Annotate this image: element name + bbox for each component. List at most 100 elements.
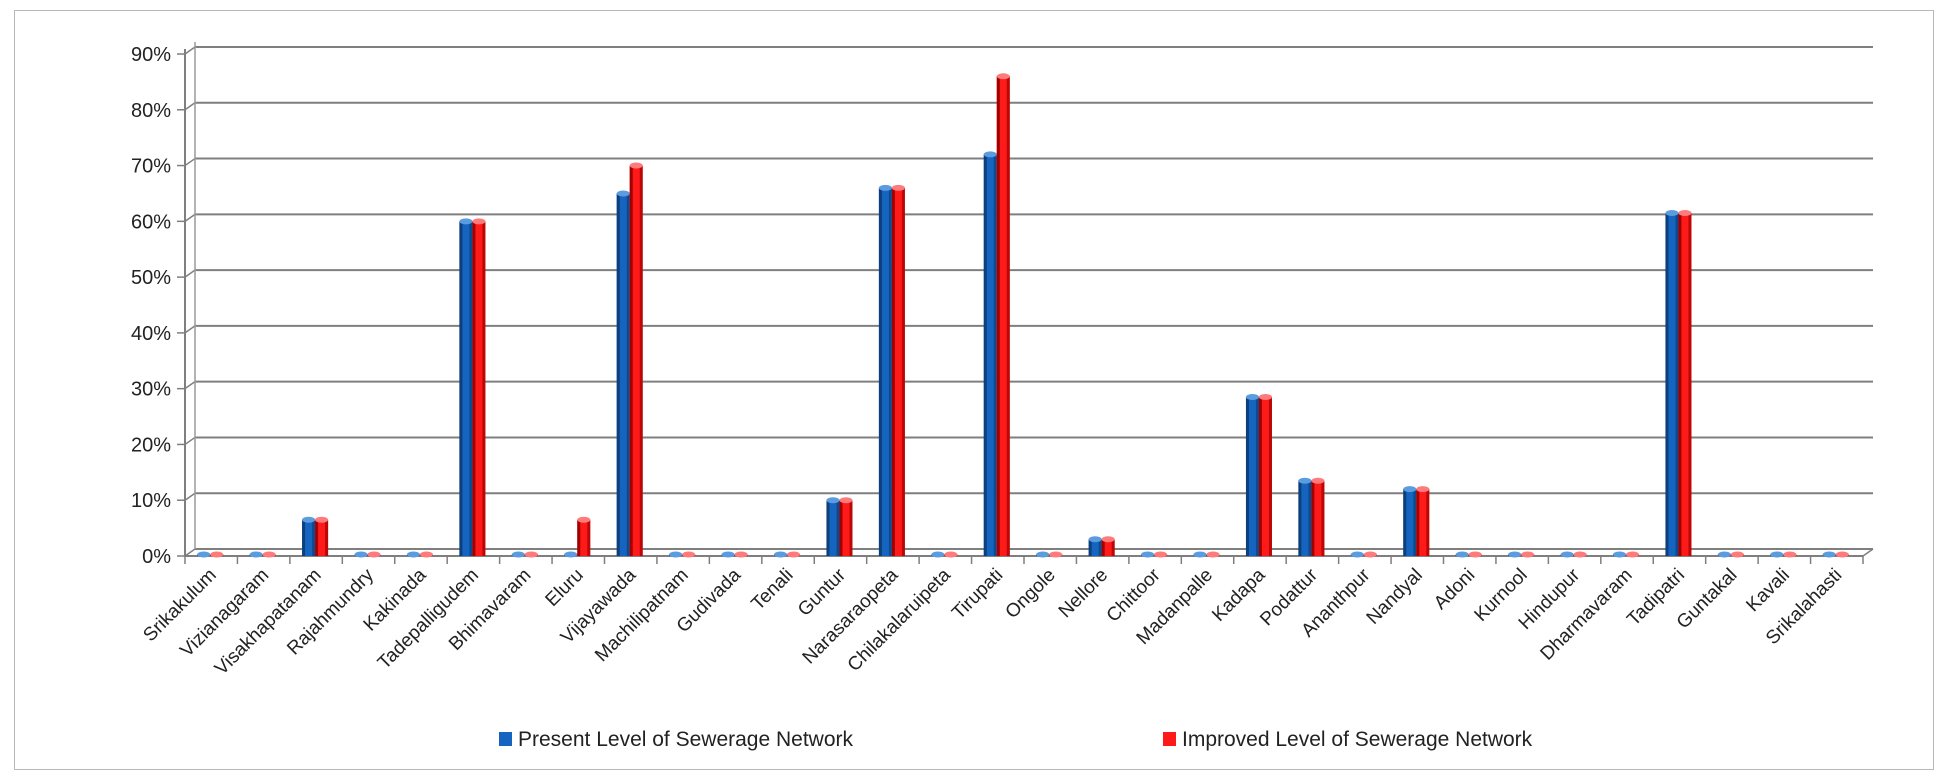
improved-bar-19 [1206, 551, 1220, 558]
gridline-depth [184, 269, 196, 278]
bar-shade [983, 154, 987, 556]
bar-shade [1403, 489, 1407, 556]
present-bar-12 [826, 497, 840, 556]
present-bar-22 [1350, 551, 1364, 558]
bar-shade-right [1426, 489, 1430, 556]
present-bar-21 [1298, 477, 1312, 556]
bar-shade-right [1255, 397, 1259, 556]
bar-cap [839, 497, 853, 504]
improved-bar-3 [367, 551, 381, 558]
bar-body [1416, 489, 1430, 556]
x-category-label: Machilipatnam [591, 565, 692, 666]
y-tick-label: 30% [131, 379, 171, 401]
bars [197, 73, 1849, 558]
improved-bar-4 [419, 551, 433, 558]
bar-shade [878, 187, 882, 556]
improved-bar-15 [996, 73, 1010, 557]
bar-cap [1508, 551, 1522, 558]
present-bar-10 [721, 551, 735, 558]
bar-body [1245, 397, 1259, 556]
x-axis-depth-line [1862, 548, 1874, 557]
bar-cap [1206, 551, 1220, 558]
bar-body [839, 500, 853, 556]
y-tick-label: 50% [131, 267, 171, 289]
improved-bar-12 [839, 497, 853, 556]
bar-cap [1350, 551, 1364, 558]
present-bar-24 [1455, 551, 1469, 558]
bar-body [1258, 397, 1272, 556]
bar-shade-right [482, 221, 486, 557]
present-bar-29 [1717, 551, 1731, 558]
bar-body [891, 187, 905, 556]
bar-cap [1193, 551, 1207, 558]
improved-bar-30 [1783, 551, 1797, 558]
bar-shade-right [469, 221, 473, 557]
improved-bar-25 [1521, 551, 1535, 558]
y-tick-label: 40% [131, 323, 171, 345]
bar-cap [1141, 551, 1155, 558]
bar-shade-right [1098, 539, 1102, 556]
legend-swatch [1163, 732, 1176, 746]
improved-bar-21 [1311, 477, 1325, 556]
bar-shade [1311, 480, 1315, 556]
improved-bar-2 [315, 516, 329, 556]
improved-bar-1 [262, 551, 276, 558]
y-tick-label: 90% [131, 44, 171, 66]
present-bar-5 [459, 218, 473, 557]
gridline-depth [184, 157, 196, 167]
bar-shade [302, 519, 306, 556]
bar-shade [1678, 212, 1682, 556]
present-bar-6 [511, 551, 525, 558]
present-bar-1 [249, 551, 263, 558]
bar-shade-right [888, 187, 892, 556]
x-category-label: Dharmavaram [1537, 565, 1637, 665]
present-bar-14 [931, 551, 945, 558]
bar-shade-right [639, 165, 643, 557]
present-bar-13 [878, 184, 892, 556]
y-axis-tick-labels: 0% 10% 20% 30% 40% 50% 60% 70% 80% 90% [131, 44, 171, 568]
improved-bar-14 [944, 551, 958, 558]
bar-cap [564, 551, 578, 558]
x-category-label: Adoni [1430, 565, 1479, 614]
gridline-depth [184, 102, 196, 111]
x-category-label: Nandyal [1363, 565, 1427, 629]
present-bar-18 [1141, 551, 1155, 558]
bar-cap [262, 551, 276, 558]
bar-cap [1573, 551, 1587, 558]
bar-cap [210, 551, 224, 558]
bar-shade-right [626, 193, 630, 556]
bar-shade [472, 221, 476, 557]
bar-body [616, 193, 630, 556]
improved-bar-28 [1678, 209, 1692, 556]
bar-cap [721, 551, 735, 558]
present-bar-28 [1665, 209, 1679, 556]
y-tick-label: 0% [142, 546, 171, 568]
bar-cap [524, 551, 538, 558]
bar-shade-right [312, 519, 316, 556]
present-bar-4 [406, 551, 420, 558]
x-axis-category-labels: SrikakulumVizianagaramVisakhapatanamRaja… [139, 564, 1846, 679]
bar-cap [472, 218, 486, 225]
bar-cap [419, 551, 433, 558]
bar-cap [315, 516, 329, 523]
bar-cap [1154, 551, 1168, 558]
improved-bar-8 [629, 162, 643, 557]
bar-cap [944, 551, 958, 558]
bar-shade-right [993, 154, 997, 556]
bar-body [996, 76, 1010, 557]
bar-shade-right [849, 500, 853, 556]
bar-cap [734, 551, 748, 558]
present-bar-30 [1770, 551, 1784, 558]
bar-cap [1468, 551, 1482, 558]
bar-cap [1088, 536, 1102, 543]
bar-cap [1626, 551, 1640, 558]
bar-shade [1665, 212, 1669, 556]
bar-shade-right [587, 519, 591, 556]
bar-cap [787, 551, 801, 558]
gridline-depth [184, 213, 196, 222]
legend-swatch [499, 732, 512, 746]
x-category-label: Kavali [1742, 565, 1793, 616]
bar-cap [406, 551, 420, 558]
bar-cap [1101, 536, 1115, 543]
improved-bar-24 [1468, 551, 1482, 558]
